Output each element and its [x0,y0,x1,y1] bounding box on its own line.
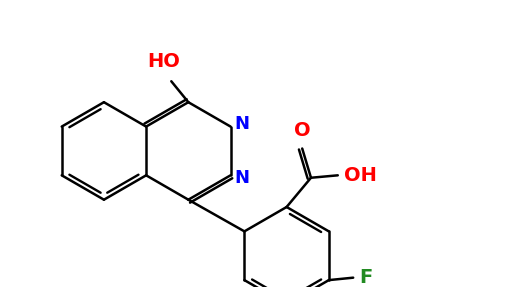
Text: N: N [234,115,249,133]
Text: F: F [359,268,372,287]
Text: HO: HO [147,51,180,71]
Text: N: N [234,169,249,187]
Text: OH: OH [344,166,377,185]
Text: O: O [294,121,310,140]
